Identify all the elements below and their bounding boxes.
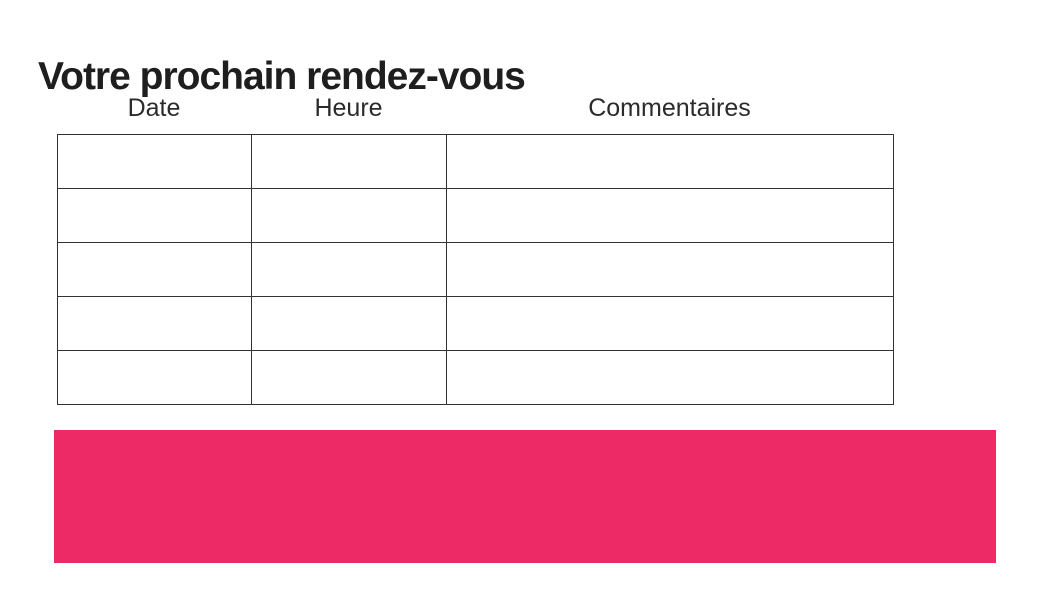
table-cell xyxy=(57,242,252,297)
column-header-commentaires: Commentaires xyxy=(588,94,751,122)
table-cell xyxy=(251,296,447,351)
table-cell xyxy=(251,242,447,297)
appointments-table xyxy=(57,134,894,405)
table-cell xyxy=(446,134,894,189)
column-header-date: Date xyxy=(127,94,181,122)
table-cell xyxy=(251,188,447,243)
table-cell xyxy=(251,134,447,189)
page-title: Votre prochain rendez-vous xyxy=(38,55,526,99)
column-header-heure: Heure xyxy=(314,94,383,122)
table-cell xyxy=(446,296,894,351)
table-cell xyxy=(57,134,252,189)
table-column-headers: Date Heure Commentaires xyxy=(57,93,893,123)
table-row xyxy=(57,296,894,351)
table-cell xyxy=(57,350,252,405)
pink-banner xyxy=(54,430,996,563)
table-cell xyxy=(446,350,894,405)
table-row xyxy=(57,188,894,243)
appointments-table-body xyxy=(57,134,894,405)
table-cell xyxy=(57,188,252,243)
table-row xyxy=(57,350,894,405)
table-cell xyxy=(446,242,894,297)
table-row xyxy=(57,242,894,297)
table-row xyxy=(57,134,894,189)
table-cell xyxy=(57,296,252,351)
table-cell xyxy=(446,188,894,243)
table-cell xyxy=(251,350,447,405)
